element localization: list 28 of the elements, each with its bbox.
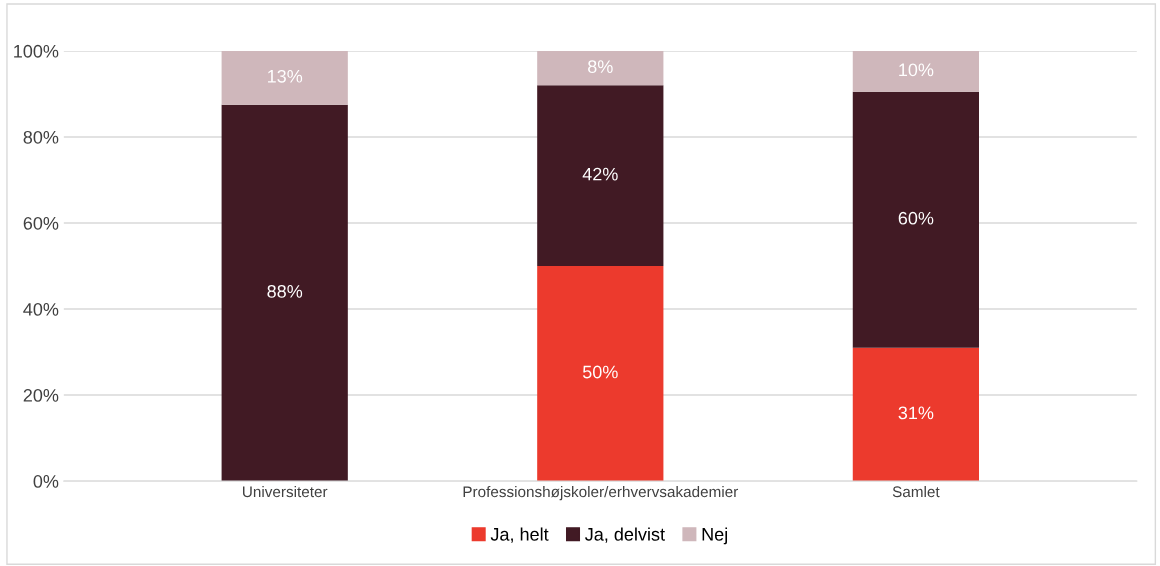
bar xyxy=(537,50,664,86)
data-label: 50% xyxy=(582,365,618,379)
data-label: 10% xyxy=(899,63,934,77)
bar xyxy=(852,347,980,482)
data-label: 31% xyxy=(898,406,934,420)
bar xyxy=(537,85,664,267)
bar xyxy=(221,104,348,482)
bar xyxy=(537,266,664,482)
legend-label: Nej xyxy=(702,527,728,545)
x-tick-label: Professionshøjskoler/erhvervsakademier xyxy=(463,485,739,501)
y-tick-label: 100% xyxy=(14,44,59,58)
data-label: 42% xyxy=(582,167,618,181)
data-label: 13% xyxy=(268,69,303,83)
bar xyxy=(852,50,980,92)
y-tick-label: 20% xyxy=(23,389,59,402)
y-tick-label: 40% xyxy=(23,302,59,316)
data-label: 8% xyxy=(588,60,613,73)
legend-label: Ja, delvist xyxy=(585,527,665,543)
y-tick-label: 60% xyxy=(23,216,59,230)
x-tick-label: Universiteter xyxy=(243,485,328,498)
bar xyxy=(221,50,348,105)
data-label: 88% xyxy=(267,284,303,298)
y-tick-label: 80% xyxy=(23,130,59,144)
y-tick-label: 0% xyxy=(33,475,59,488)
data-label: 60% xyxy=(898,211,934,225)
x-tick-label: Samlet xyxy=(892,485,940,498)
legend-label: Ja, helt xyxy=(490,527,549,543)
bar xyxy=(852,91,980,348)
